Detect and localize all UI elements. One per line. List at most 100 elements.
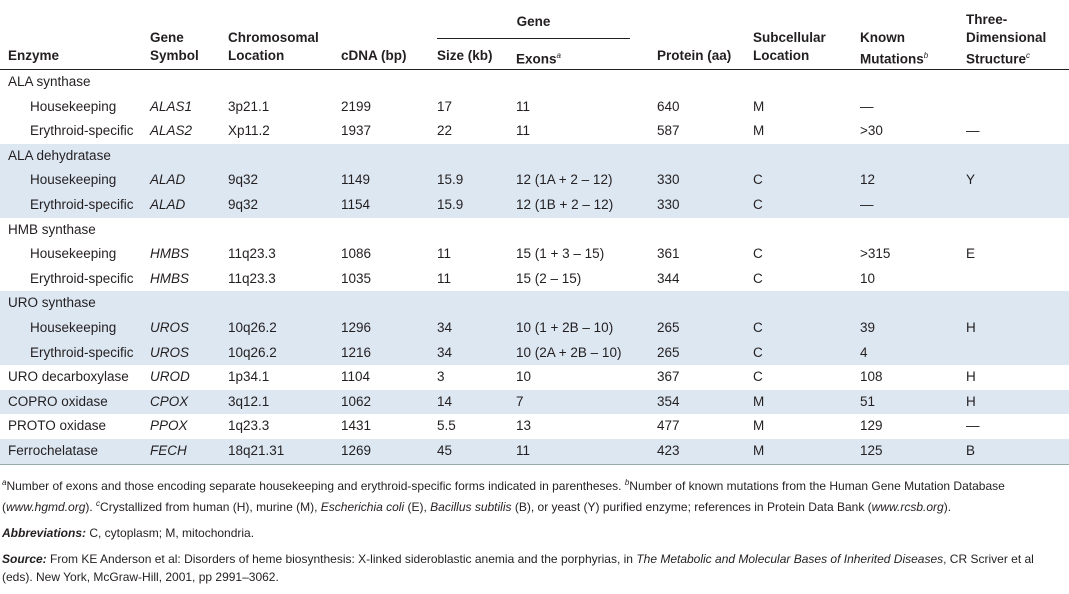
cell-value: 11 — [516, 98, 531, 114]
footnotes: aNumber of exons and those encoding sepa… — [2, 474, 1066, 516]
row-label: Erythroid-specific — [30, 270, 134, 286]
note-text: Escherichia coli — [320, 500, 405, 514]
cell-value: HMBS — [150, 246, 190, 262]
cell-value: M — [753, 98, 765, 114]
cell-value: 15.9 — [437, 172, 464, 188]
abbreviations-label: Abbreviations: — [2, 526, 87, 540]
cell-value: UROS — [150, 320, 190, 335]
column-header: Chromosomal — [228, 30, 319, 45]
cell-value: 1216 — [341, 344, 372, 360]
source-text: The Metabolic and Molecular Bases of Inh… — [636, 552, 944, 566]
cell-value: 354 — [657, 393, 680, 409]
group-label: ALA dehydratase — [8, 147, 111, 163]
cell-value: 10 — [860, 270, 876, 286]
cell-value: 34 — [437, 320, 453, 335]
row-band — [0, 143, 1069, 218]
table: Enzyme Gene Symbol Chromosomal Location cDNA … — [0, 12, 1069, 465]
cell-value: 1269 — [341, 443, 372, 458]
row-band — [0, 291, 1069, 366]
cell-value: 1104 — [341, 369, 371, 385]
cell-value: 11 — [516, 123, 531, 139]
cell-value: 13 — [516, 418, 532, 434]
cell-value: 3q12.1 — [228, 393, 270, 409]
cell-value: — — [966, 123, 980, 139]
cell-value: 10 — [516, 369, 532, 385]
cell-value: 10 (2A + 2B – 10) — [516, 344, 622, 360]
cell-value: H — [966, 369, 976, 385]
row-label: URO decarboxylase — [8, 369, 129, 385]
cell-value: 423 — [657, 443, 680, 458]
cell-value: ALAS2 — [150, 123, 193, 139]
cell-value: 367 — [657, 369, 680, 385]
page: Enzyme Gene Symbol Chromosomal Location cDNA … — [0, 12, 1069, 584]
cell-value: ALAD — [150, 197, 186, 212]
cell-value: C — [753, 270, 763, 286]
column-header: cDNA (bp) — [341, 48, 407, 63]
note-mark: a — [2, 478, 7, 487]
column-header: Known — [860, 30, 905, 45]
source-text: From KE Anderson et al: Disorders of hem… — [46, 552, 637, 566]
cell-value: 9q32 — [228, 172, 259, 188]
note-text: (B), or yeast (Y) purified enzyme; refer… — [511, 500, 872, 514]
cell-value: 11 — [437, 270, 452, 286]
cell-value: >30 — [860, 123, 883, 139]
cell-value: 12 — [860, 172, 876, 188]
row-label: COPRO oxidase — [8, 393, 108, 409]
cell-value: Xp11.2 — [228, 123, 270, 139]
cell-value: 587 — [657, 123, 680, 139]
cell-value: 265 — [657, 344, 680, 360]
row-band — [0, 414, 1069, 439]
note-text: ). — [85, 500, 97, 514]
cell-value: 1431 — [341, 418, 372, 434]
cell-value: 12 (1B + 2 – 12) — [516, 197, 614, 212]
row-label: Ferrochelatase — [8, 443, 99, 458]
cell-value: 3p21.1 — [228, 98, 270, 114]
header-rule — [437, 38, 630, 39]
source-label: Source: — [2, 552, 47, 566]
abbreviations-text: C, cytoplasm; M, mitochondria. — [86, 526, 255, 540]
cell-value: ALAS1 — [150, 98, 193, 114]
note-mark: b — [923, 51, 929, 60]
cell-value: H — [966, 393, 976, 409]
cell-value: CPOX — [150, 393, 189, 409]
cell-value: ALAD — [150, 172, 186, 188]
cell-value: 108 — [860, 369, 883, 385]
group-label: ALA synthase — [8, 74, 91, 89]
cell-value: 1086 — [341, 246, 372, 262]
cell-value: 3 — [437, 369, 445, 385]
cell-value: 18q21.31 — [228, 443, 285, 458]
cell-value: M — [753, 123, 765, 139]
cell-value: — — [860, 197, 874, 212]
row-label: Erythroid-specific — [30, 344, 134, 360]
column-header: Location — [753, 48, 810, 63]
cell-value: C — [753, 320, 763, 335]
cell-value: 17 — [437, 98, 453, 114]
row-label: Housekeeping — [30, 98, 117, 114]
cell-value: 344 — [657, 270, 680, 286]
cell-value: C — [753, 197, 763, 212]
column-header: Mutationsb — [860, 51, 929, 67]
note-text: Bacillus subtilis — [430, 500, 512, 514]
cell-value: 330 — [657, 197, 680, 212]
note-text: ). — [943, 500, 952, 514]
cell-value: 15.9 — [437, 197, 464, 212]
note-text: Number of exons and those encoding separ… — [6, 479, 625, 493]
row-label: Housekeeping — [30, 172, 117, 188]
cell-value: — — [860, 98, 874, 114]
cell-value: 39 — [860, 320, 876, 335]
row-band — [0, 365, 1069, 390]
column-group-header: Gene — [516, 14, 551, 29]
column-header: Three- — [966, 12, 1008, 27]
cell-value: 2199 — [341, 98, 372, 114]
row-label: Erythroid-specific — [30, 123, 134, 139]
cell-value: 1062 — [341, 393, 372, 409]
note-text: www.rcsb.org — [871, 500, 944, 514]
cell-value: 15 (1 + 3 – 15) — [516, 246, 605, 262]
cell-value: 10 (1 + 2B – 10) — [516, 320, 614, 335]
cell-value: 45 — [437, 443, 453, 458]
cell-value: M — [753, 443, 765, 458]
source: Source: From KE Anderson et al: Disorder… — [2, 550, 1066, 586]
row-label: PROTO oxidase — [8, 418, 107, 434]
cell-value: 11 — [516, 443, 531, 458]
cell-value: 640 — [657, 98, 680, 114]
